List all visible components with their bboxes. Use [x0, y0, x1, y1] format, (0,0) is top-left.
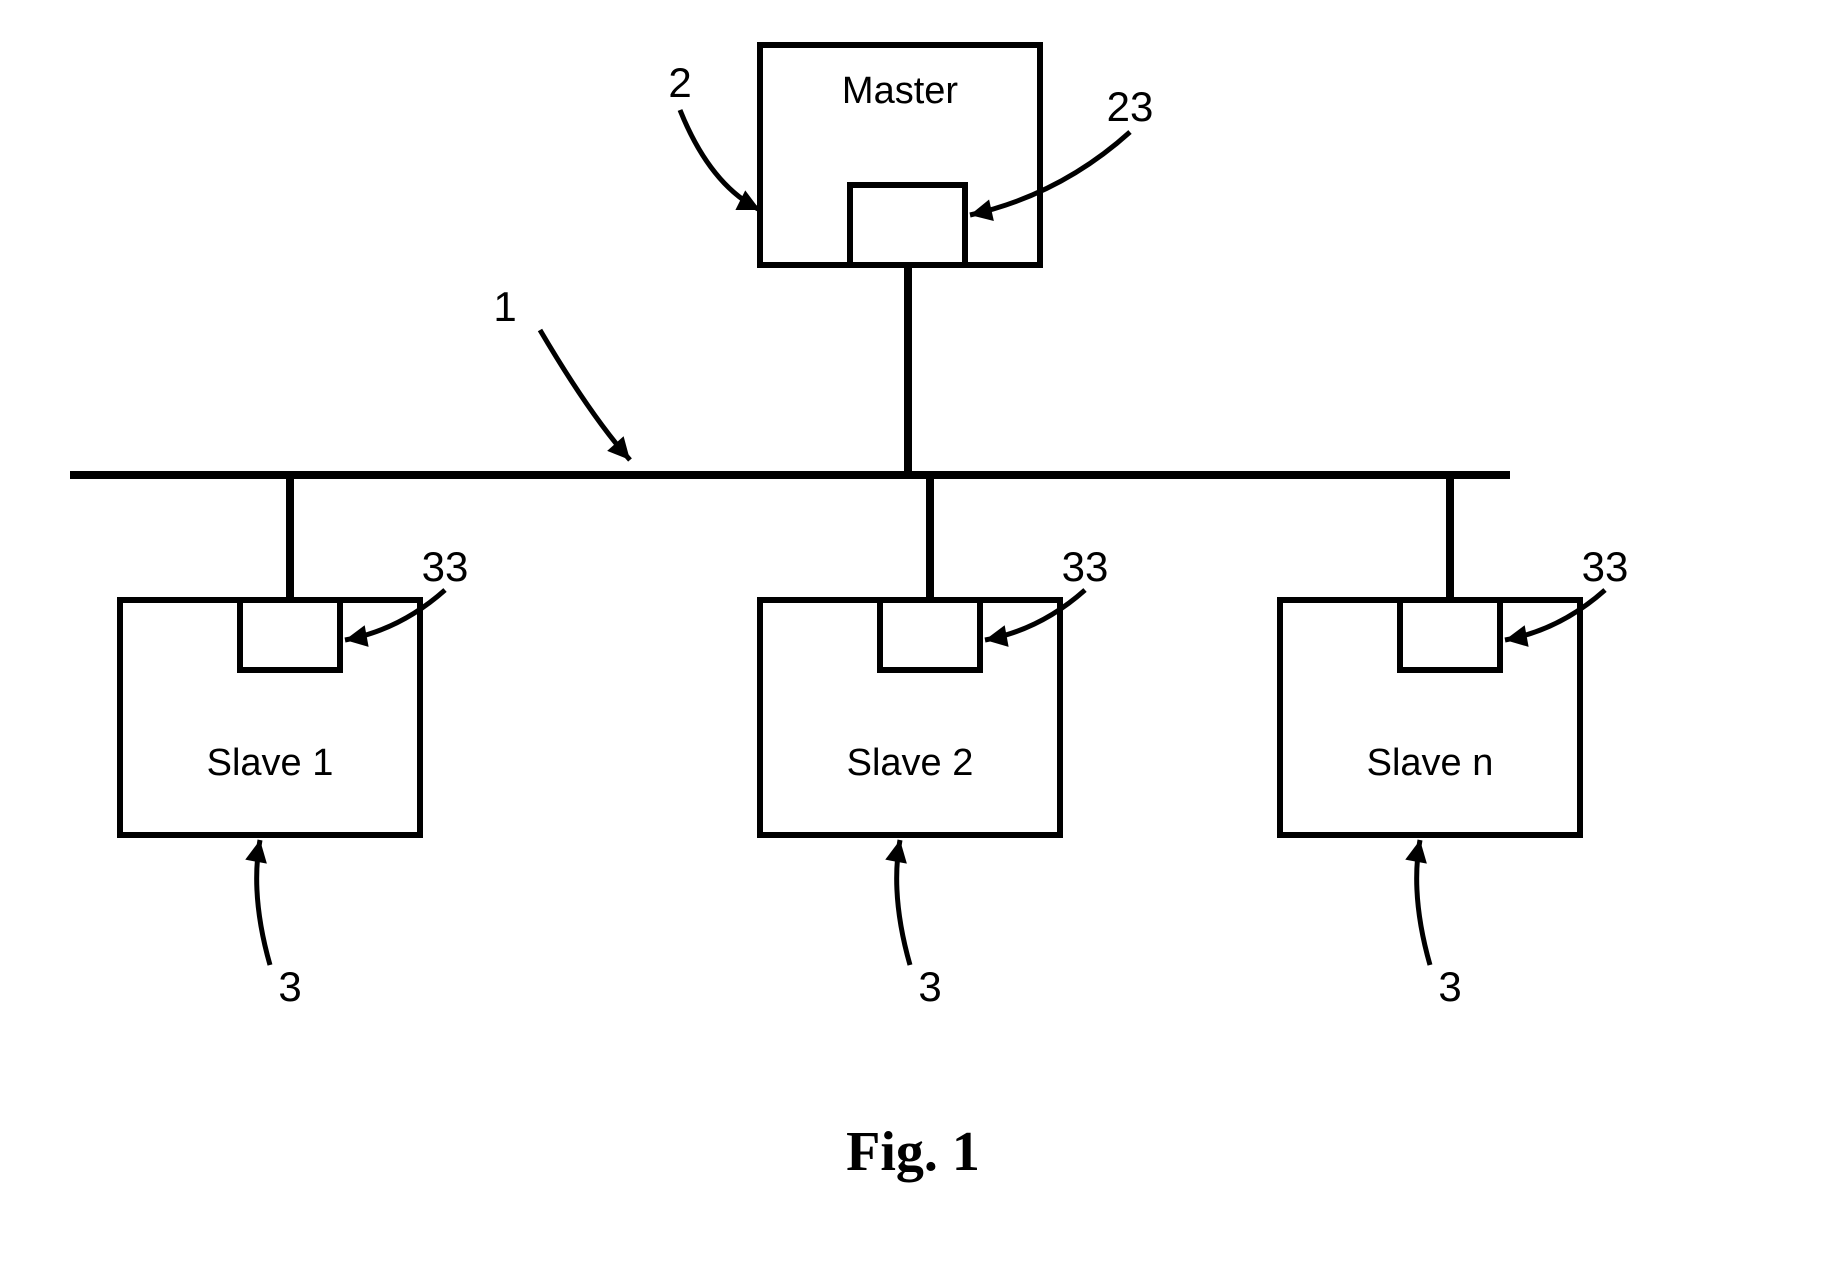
master-label: Master [842, 70, 958, 112]
ref-arrow-bus-curve [540, 330, 630, 460]
ref-arrow-slave-box-1-head [885, 840, 907, 864]
slave-label-0: Slave 1 [207, 742, 334, 784]
ref-num-slave-box-1: 3 [918, 963, 941, 1010]
ref-num-master-box: 2 [668, 59, 691, 106]
slave-port-1 [880, 600, 980, 670]
ref-num-slave-port-0: 33 [422, 543, 469, 590]
ref-num-slave-box-0: 3 [278, 963, 301, 1010]
slave-label-1: Slave 2 [847, 742, 974, 784]
ref-arrow-master-box-head [735, 190, 760, 210]
figure-svg: Master2231Slave 1333Slave 2333Slave n333… [0, 0, 1826, 1278]
ref-num-slave-box-2: 3 [1438, 963, 1461, 1010]
slave-port-0 [240, 600, 340, 670]
ref-num-slave-port-2: 33 [1582, 543, 1629, 590]
ref-num-slave-port-1: 33 [1062, 543, 1109, 590]
master-port [850, 185, 965, 265]
ref-num-master-port: 23 [1107, 83, 1154, 130]
slave-port-2 [1400, 600, 1500, 670]
ref-arrow-slave-box-2-head [1405, 840, 1427, 864]
slave-label-2: Slave n [1367, 742, 1494, 784]
figure-caption: Fig. 1 [846, 1121, 980, 1183]
ref-arrow-slave-box-0-head [245, 840, 267, 864]
ref-num-bus: 1 [493, 283, 516, 330]
